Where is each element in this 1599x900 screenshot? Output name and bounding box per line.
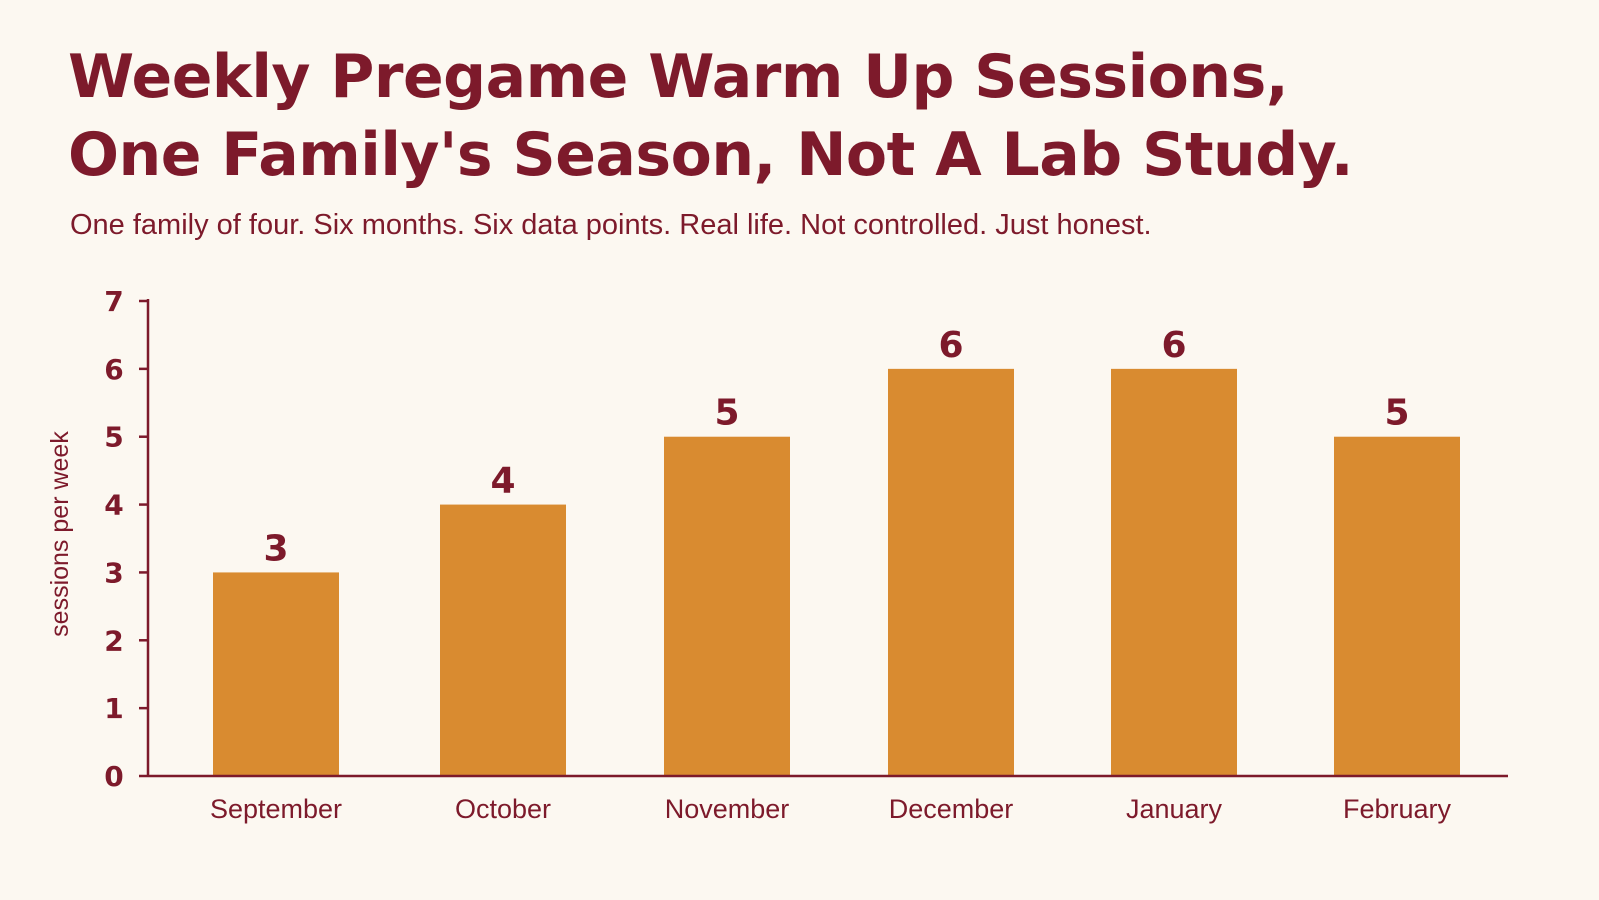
data-label: 3 — [263, 528, 288, 569]
x-tick-label: November — [665, 794, 790, 824]
y-tick-label: 5 — [104, 421, 123, 454]
chart-title-line-2: One Family's Season, Not A Lab Study. — [68, 120, 1354, 190]
bar-november — [664, 436, 790, 776]
x-tick-label: September — [210, 794, 342, 824]
data-label: 5 — [714, 393, 739, 434]
y-tick-label: 2 — [104, 624, 123, 657]
y-tick-label: 3 — [104, 556, 123, 589]
data-label: 6 — [1161, 325, 1186, 366]
x-tick-label: December — [889, 794, 1014, 824]
y-tick-label: 0 — [104, 760, 123, 793]
data-label: 4 — [490, 461, 515, 502]
x-tick-label: October — [455, 794, 551, 824]
y-tick-label: 1 — [104, 692, 123, 725]
y-ticks-layer: 0 1 2 3 4 5 6 7 — [104, 285, 148, 793]
y-axis-title: sessions per week — [46, 431, 74, 637]
x-tick-label: February — [1343, 794, 1452, 824]
y-tick-label: 4 — [104, 489, 123, 522]
data-label: 5 — [1384, 393, 1409, 434]
bar-september — [213, 572, 339, 776]
bar-december — [888, 368, 1014, 776]
chart-subtitle: One family of four. Six months. Six data… — [70, 209, 1152, 241]
data-labels-layer: 3 4 5 6 6 5 — [263, 325, 1409, 570]
chart-title-line-1: Weekly Pregame Warm Up Sessions, — [68, 42, 1289, 112]
y-tick-label: 7 — [104, 285, 123, 318]
bar-october — [440, 504, 566, 776]
bar-february — [1334, 436, 1460, 776]
bar-january — [1111, 368, 1237, 776]
x-labels-layer: September October November December January F… — [210, 794, 1452, 824]
axes-layer — [146, 299, 1508, 778]
bars-layer — [213, 368, 1460, 776]
x-tick-label: January — [1126, 794, 1223, 824]
y-tick-label: 6 — [104, 353, 123, 386]
data-label: 6 — [938, 325, 963, 366]
